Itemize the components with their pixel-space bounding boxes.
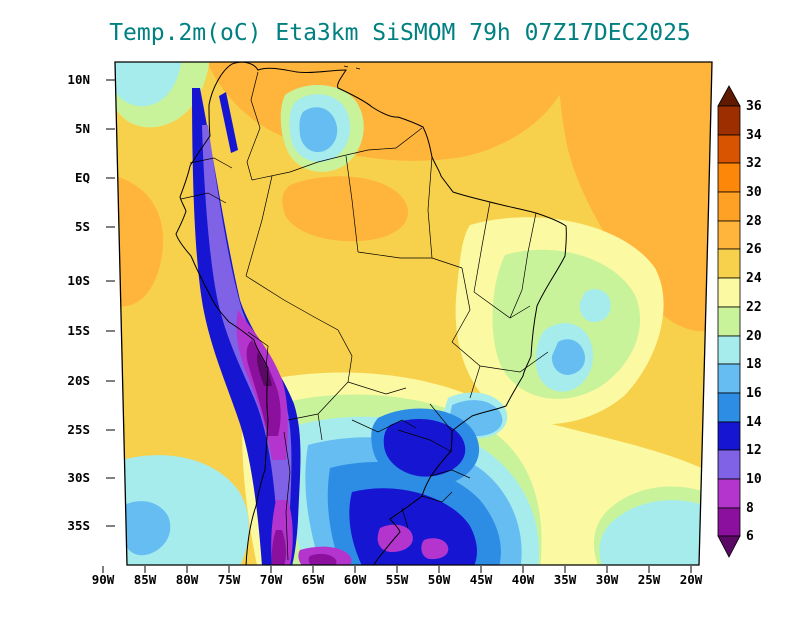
colorbar-labels: 36 34 32 30 28 26 24 22 20 18 16 14 12 1…: [746, 99, 762, 544]
colorbar-label: 32: [746, 156, 762, 171]
colorbar-segment: [717, 191, 741, 222]
lat-label: 25S: [67, 422, 90, 437]
lon-label: 65W: [302, 572, 325, 587]
map-domain-outline: [114, 61, 713, 566]
colorbar-segment: [717, 363, 741, 394]
lat-label: 30S: [67, 470, 90, 485]
colorbar-segment: [717, 248, 741, 279]
lat-label: 5N: [75, 121, 90, 136]
lon-label: 20W: [680, 572, 703, 587]
coastline: [175, 62, 567, 565]
field-lt6: [256, 352, 272, 386]
lon-label: 25W: [638, 572, 661, 587]
colorbar-label: 24: [746, 271, 762, 286]
lat-label: EQ: [75, 170, 90, 185]
colorbar-segment: [717, 306, 741, 337]
temperature-field: [115, 62, 712, 565]
colorbar-arrow-bottom: [717, 535, 741, 558]
colorbar-segment: [717, 421, 741, 451]
colorbar-segment: [717, 335, 741, 365]
colorbar-segment: [717, 105, 741, 136]
colorbar-label: 26: [746, 242, 762, 257]
colorbar-label: 20: [746, 329, 762, 344]
internal-borders: [180, 65, 549, 561]
lon-label: 80W: [176, 572, 199, 587]
colorbar-label: 34: [746, 128, 762, 143]
page-title: Temp.2m(oC) Eta3km SiSMOM 79h 07Z17DEC20…: [109, 20, 691, 46]
lon-label: 40W: [512, 572, 535, 587]
lon-label: 55W: [386, 572, 409, 587]
colorbar-label: 12: [746, 443, 762, 458]
lat-label: 15S: [67, 323, 90, 338]
colorbar-label: 28: [746, 214, 762, 229]
colorbar-label: 14: [746, 415, 762, 430]
lon-label: 85W: [134, 572, 157, 587]
colorbar-label: 22: [746, 300, 762, 315]
colorbar-arrow-top: [717, 85, 741, 107]
colorbar-segment: [717, 449, 741, 480]
lon-axis: 90W 85W 80W 75W 70W 65W 60W 55W 50W 45W …: [92, 572, 703, 587]
lat-label: 35S: [67, 518, 90, 533]
colorbar-label: 16: [746, 386, 762, 401]
colorbar-segment: [717, 507, 741, 537]
colorbar: [717, 85, 741, 558]
lon-label: 30W: [596, 572, 619, 587]
colorbar-segment: [717, 220, 741, 250]
lon-label: 75W: [218, 572, 241, 587]
colorbar-label: 30: [746, 185, 762, 200]
lon-label: 70W: [260, 572, 283, 587]
colorbar-segment: [717, 392, 741, 423]
colorbar-segment: [717, 162, 741, 193]
colorbar-label: 6: [746, 529, 754, 544]
lon-ticks: [102, 566, 692, 573]
lon-label: 50W: [428, 572, 451, 587]
field-8-10: [236, 310, 449, 565]
colorbar-segment: [717, 478, 741, 509]
field-26-28: [115, 62, 712, 332]
colorbar-label: 8: [746, 501, 754, 516]
lon-label: 60W: [344, 572, 367, 587]
field-6-8: [246, 340, 337, 565]
colorbar-segment: [717, 134, 741, 164]
lat-label: 5S: [75, 219, 90, 234]
lon-label: 45W: [470, 572, 493, 587]
colorbar-label: 36: [746, 99, 762, 114]
colorbar-label: 10: [746, 472, 762, 487]
lat-label: 10N: [67, 72, 90, 87]
colorbar-label: 18: [746, 357, 762, 372]
lat-ticks: [106, 79, 115, 527]
lat-label: 10S: [67, 273, 90, 288]
lon-label: 35W: [554, 572, 577, 587]
field-12-14: [192, 88, 477, 565]
lat-label: 20S: [67, 373, 90, 388]
lat-axis: 10N 5N EQ 5S 10S 15S 20S 25S 30S 35S: [67, 72, 90, 533]
lon-label: 90W: [92, 572, 115, 587]
colorbar-segment: [717, 277, 741, 308]
